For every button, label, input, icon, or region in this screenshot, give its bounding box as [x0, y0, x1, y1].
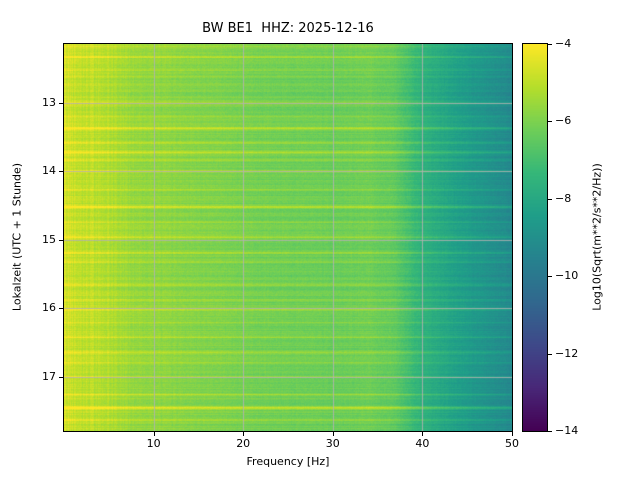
colorbar-tick-label: −6: [555, 114, 572, 128]
colorbar-tick-label: −12: [555, 346, 579, 360]
colorbar-tick-label: −10: [555, 269, 579, 283]
colorbar-tick: [548, 276, 552, 278]
y-tick: [59, 239, 63, 241]
plot-title: BW BE1 HHZ: 2025-12-16: [202, 21, 374, 36]
x-tick: [422, 432, 424, 436]
y-tick-label: 16: [42, 301, 56, 315]
spectrogram-heatmap: [63, 43, 513, 432]
x-tick-label: 50: [505, 437, 519, 450]
x-tick: [153, 432, 155, 436]
y-tick-label: 13: [42, 95, 56, 109]
y-tick: [59, 308, 63, 310]
colorbar-tick-label: −8: [555, 191, 572, 205]
x-tick-label: 20: [236, 437, 251, 450]
colorbar-tick-label: −4: [555, 37, 572, 50]
colorbar-tick: [548, 44, 552, 45]
y-tick-label: 17: [42, 369, 56, 383]
x-tick: [332, 432, 334, 436]
colorbar-gradient: [522, 43, 548, 432]
y-tick-label: 15: [42, 232, 56, 246]
y-tick: [59, 102, 63, 104]
y-tick-label: 14: [42, 164, 56, 178]
x-axis-label: Frequency [Hz]: [246, 455, 330, 468]
colorbar-tick: [548, 431, 552, 432]
x-tick: [243, 432, 245, 436]
colorbar-label: Log10(Sqrt(m**2/s**2/Hz)): [590, 163, 604, 311]
y-tick: [59, 376, 63, 378]
x-tick-label: 10: [146, 437, 161, 450]
y-tick: [59, 171, 63, 173]
x-tick: [512, 432, 513, 436]
colorbar-tick: [548, 198, 552, 200]
colorbar-tick: [548, 353, 552, 355]
x-tick-label: 40: [415, 437, 430, 450]
x-tick-label: 30: [325, 437, 340, 450]
colorbar-tick-label: −14: [555, 424, 579, 437]
colorbar-tick: [548, 121, 552, 123]
